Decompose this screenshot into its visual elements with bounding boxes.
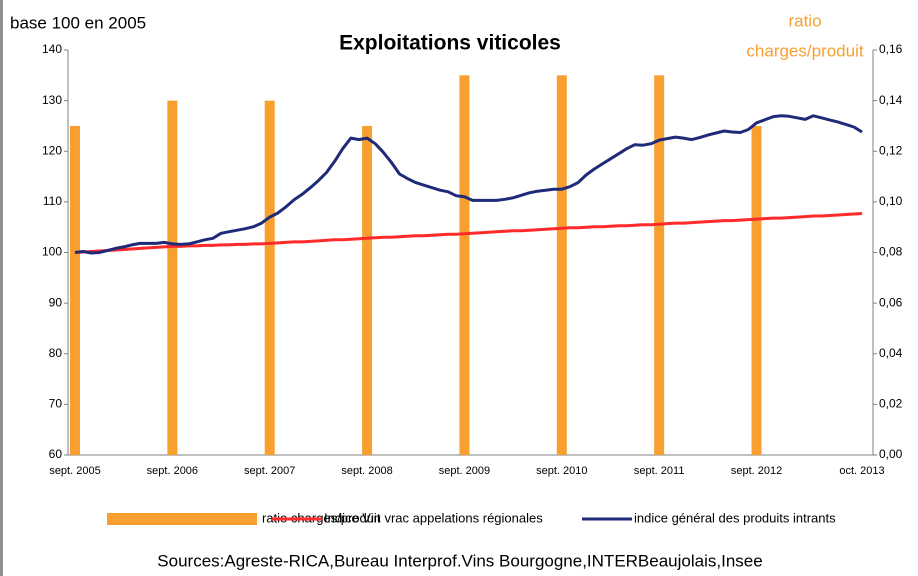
x-tick-label: sept. 2006	[147, 465, 198, 477]
x-tick-label: sept. 2011	[634, 465, 685, 477]
y-axis-label: base 100 en 2005	[10, 13, 146, 32]
x-tick-label: sept. 2012	[731, 465, 782, 477]
bar	[362, 125, 373, 455]
x-tick-label: sept. 2010	[536, 465, 587, 477]
y-tick-label: 60	[49, 447, 63, 461]
bar	[70, 125, 80, 455]
legend-label: indice général des produits intrants	[634, 510, 836, 525]
frame-edge	[0, 0, 3, 576]
x-tick-label: sept. 2009	[439, 465, 490, 477]
source: Sources:Agreste-RICA,Bureau Interprof.Vi…	[157, 551, 762, 570]
x-tick-label: sept. 2005	[49, 465, 100, 477]
x-tick-label: sept. 2007	[244, 465, 295, 477]
line	[74, 212, 863, 254]
y2-tick-label: 0,06	[879, 295, 903, 309]
y-tick-label: 80	[49, 346, 63, 360]
y2-axis-label: ratio	[788, 11, 821, 30]
y-tick-label: 70	[49, 397, 63, 411]
line	[74, 114, 863, 255]
y2-tick-label: 0,10	[879, 194, 903, 208]
bar	[459, 75, 470, 455]
y2-tick-label: 0,02	[879, 397, 903, 411]
bar	[264, 100, 275, 455]
y2-tick-label: 0,00	[879, 447, 903, 461]
y2-tick-label: 0,16	[879, 42, 903, 56]
y-tick-label: 120	[42, 143, 62, 157]
y-tick-label: 100	[42, 245, 62, 259]
bar	[751, 125, 762, 455]
chart-title: Exploitations viticoles	[339, 32, 561, 55]
y-tick-label: 140	[42, 42, 62, 56]
bar	[654, 75, 665, 455]
y2-tick-label: 0,14	[879, 93, 903, 107]
legend-swatch	[107, 513, 257, 525]
y-tick-label: 90	[49, 295, 63, 309]
y-tick-label: 130	[42, 93, 62, 107]
y2-tick-label: 0,08	[879, 245, 903, 259]
y-tick-label: 110	[43, 194, 62, 208]
y2-tick-label: 0,12	[879, 143, 903, 157]
legend-label: Indice Vin vrac appelations régionales	[324, 510, 543, 525]
x-tick-label: oct. 2013	[839, 465, 884, 477]
bar	[167, 100, 178, 455]
y2-axis-label: charges/produit	[746, 41, 863, 60]
y2-tick-label: 0,04	[879, 346, 903, 360]
x-tick-label: sept. 2008	[341, 465, 392, 477]
bar	[556, 75, 567, 455]
